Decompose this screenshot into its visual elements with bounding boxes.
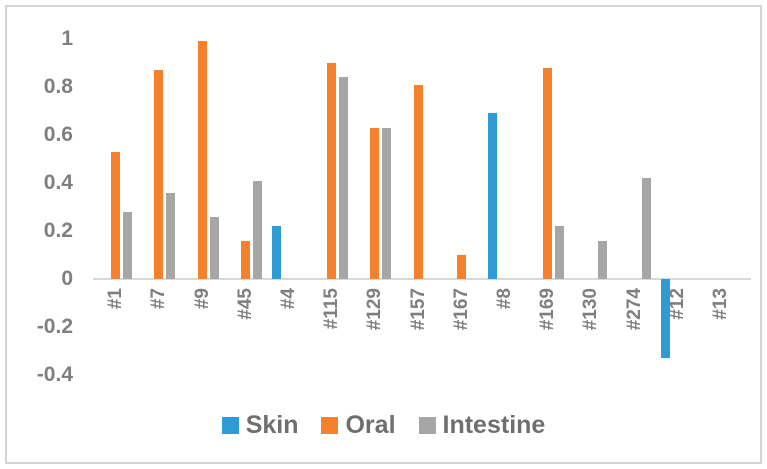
x-axis-category-label: #7 [148,288,170,310]
y-axis-tick-label: 0.8 [43,75,73,98]
x-axis-category-label: #45 [234,288,256,320]
x-axis-category-label: #167 [450,288,472,331]
y-axis-tick-label: 0.6 [43,123,73,146]
bar-intestine-274 [641,178,651,279]
legend-swatch-oral [321,417,339,434]
bar-intestine-130 [598,240,608,279]
x-axis-category-label: #13 [709,288,731,320]
x-axis-category-label: #115 [321,288,343,330]
x-axis-category-label: #157 [407,288,429,331]
bar-intestine-1 [123,211,133,279]
bar-oral-7 [154,70,164,279]
legend-item-intestine: Intestine [418,411,546,439]
bar-oral-157 [413,84,423,279]
x-axis-category-label: #129 [364,288,386,331]
y-axis-tick-label: 1 [61,27,73,50]
legend-item-skin: Skin [221,411,299,439]
bar-intestine-129 [382,127,392,279]
bar-oral-167 [456,255,466,279]
x-axis-category-label: #130 [580,288,602,331]
bar-intestine-115 [339,77,349,279]
chart-frame: 1 0.8 0.6 0.4 0.2 0 -0.2 -0.4 #1 #7 #9 #45 #4 #115 #12… [5,5,762,464]
bar-intestine-9 [209,216,219,279]
bar-intestine-7 [166,192,176,279]
x-axis-category-label: #1 [105,288,127,310]
bar-oral-115 [327,63,337,279]
y-axis-tick-label: 0 [61,267,73,290]
bar-oral-1 [111,151,121,279]
bar-intestine-169 [555,226,565,279]
y-axis-tick-label: 0.4 [43,171,73,194]
x-axis-category-label: #8 [493,288,515,310]
bar-oral-169 [543,67,553,279]
legend-label: Intestine [442,411,546,439]
bar-oral-45 [240,240,250,279]
y-axis-tick-label: -0.2 [36,315,73,338]
bar-oral-129 [370,127,380,279]
y-axis-tick-label: -0.4 [36,363,73,386]
bar-intestine-45 [252,180,262,279]
legend-item-oral: Oral [321,411,396,439]
bar-skin-12 [660,279,670,359]
bar-oral-9 [197,41,207,279]
legend-swatch-intestine [418,417,436,434]
bar-skin-4 [271,226,281,279]
legend-label: Oral [345,411,396,439]
x-axis-line [93,278,751,280]
legend-swatch-skin [221,417,239,434]
x-axis-category-label: #9 [191,288,213,310]
plot-area: 1 0.8 0.6 0.4 0.2 0 -0.2 -0.4 #1 #7 #9 #45 #4 #115 #12… [7,7,760,462]
x-axis-category-label: #12 [666,288,688,320]
x-axis-category-label: #274 [623,288,645,331]
x-axis-category-label: #4 [277,288,299,310]
bar-skin-8 [487,113,497,279]
legend-label: Skin [245,411,299,439]
x-axis-category-label: #169 [537,288,559,331]
y-axis-tick-label: 0.2 [43,219,73,242]
legend: Skin Oral Intestine [7,413,760,438]
